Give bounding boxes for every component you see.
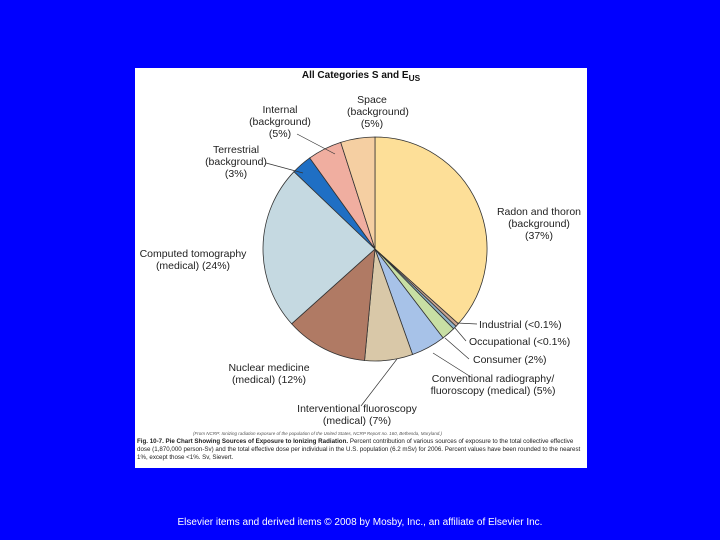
leader-line-3	[454, 327, 467, 342]
label-industrial: Industrial (<0.1%)	[479, 319, 562, 331]
copyright-footer: Elsevier items and derived items © 2008 …	[177, 517, 543, 528]
leader-line-4	[444, 337, 470, 360]
leader-line-5	[432, 352, 472, 378]
label-space: Space (background) (5%)	[347, 94, 409, 130]
leader-line-1	[265, 162, 304, 174]
caption-title: Fig. 10-7. Pie Chart Showing Sources of …	[137, 438, 349, 445]
pie-slice-0	[374, 136, 488, 325]
pie-slice-10	[340, 136, 376, 250]
figure-panel: All Categories S and EUS Space (backgrou…	[135, 68, 587, 468]
label-occupational: Occupational (<0.1%)	[469, 336, 571, 348]
leader-line-0	[296, 133, 336, 155]
caption-body: Percent contribution of various sources …	[137, 438, 581, 461]
title-subscript: US	[408, 73, 421, 83]
label-conventional: Conventional radiography/ fluoroscopy (m…	[430, 373, 556, 397]
pie-chart	[262, 133, 488, 407]
pie-slice-7	[262, 171, 376, 325]
label-nuclear: Nuclear medicine (medical) (12%)	[228, 362, 310, 386]
leader-line-6	[360, 358, 398, 407]
label-terrestrial: Terrestrial (background) (3%)	[205, 144, 267, 180]
source-citation: (From NCRP: Ionizing radiation exposure …	[193, 431, 442, 436]
label-ct: Computed tomography (medical) (24%)	[139, 248, 247, 272]
label-interventional: Interventional fluoroscopy (medical) (7%…	[297, 403, 417, 427]
label-radon: Radon and thoron (background) (37%)	[496, 206, 582, 242]
label-internal: Internal (background) (5%)	[249, 104, 311, 140]
leader-line-2	[456, 322, 478, 325]
chart-title: All Categories S and EUS	[301, 70, 421, 83]
label-consumer: Consumer (2%)	[473, 354, 547, 366]
figure-caption: Fig. 10-7. Pie Chart Showing Sources of …	[137, 438, 585, 462]
pie-slice-6	[291, 248, 376, 361]
